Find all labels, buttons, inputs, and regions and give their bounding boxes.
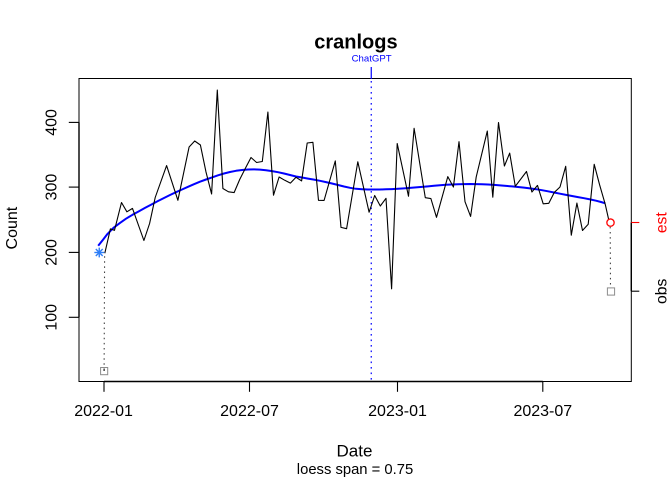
- svg-text:cranlogs: cranlogs: [314, 31, 397, 53]
- svg-text:300: 300: [43, 174, 60, 201]
- svg-text:400: 400: [43, 109, 60, 136]
- svg-text:loess span = 0.75: loess span = 0.75: [297, 462, 413, 478]
- svg-text:est: est: [653, 212, 670, 234]
- svg-text:2023-01: 2023-01: [368, 403, 427, 420]
- svg-text:obs: obs: [653, 278, 670, 303]
- svg-text:200: 200: [43, 239, 60, 266]
- svg-text:2022-07: 2022-07: [220, 403, 279, 420]
- svg-text:100: 100: [43, 304, 60, 331]
- svg-text:Date: Date: [337, 442, 373, 461]
- svg-text:Count: Count: [4, 206, 21, 249]
- svg-text:2022-01: 2022-01: [74, 403, 133, 420]
- svg-text:ChatGPT: ChatGPT: [352, 53, 392, 64]
- svg-text:2023-07: 2023-07: [513, 403, 572, 420]
